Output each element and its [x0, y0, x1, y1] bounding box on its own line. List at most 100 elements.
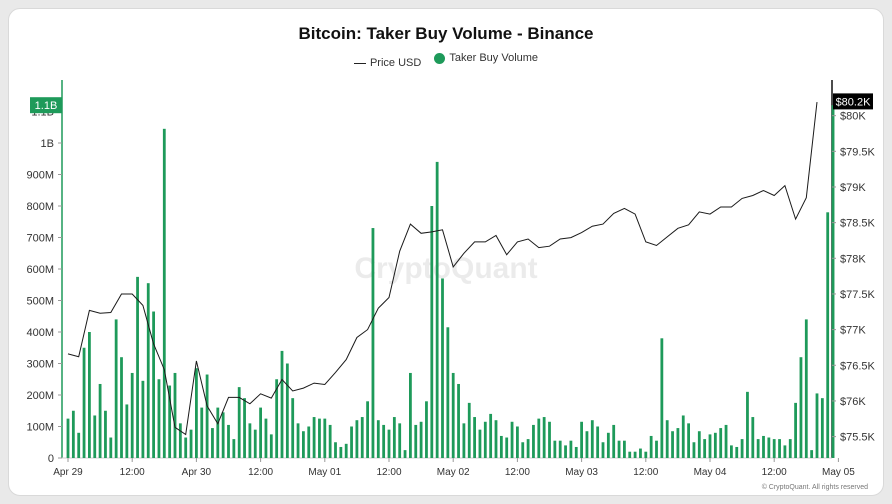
volume-bar [494, 420, 498, 458]
volume-bar [355, 420, 359, 458]
volume-bar [328, 424, 332, 458]
volume-bar [446, 327, 450, 458]
volume-bar [457, 383, 460, 458]
volume-bar [671, 431, 674, 458]
volume-bar [269, 434, 273, 458]
volume-bar [553, 440, 557, 458]
volume-bar [168, 385, 172, 458]
volume-bar [719, 428, 723, 458]
volume-bar [628, 451, 632, 458]
volume-bar [109, 437, 113, 458]
volume-bar [227, 424, 230, 458]
copyright-text: © CryptoQuant. All rights reserved [761, 484, 868, 491]
volume-bar [425, 401, 428, 458]
chart-title: Bitcoin: Taker Buy Volume - Binance [298, 24, 594, 43]
x-tick-label: 12:00 [505, 467, 530, 478]
legend-item-volume[interactable]: Taker Buy Volume [434, 52, 538, 64]
y-left-tick-label: 100M [26, 422, 54, 434]
volume-bar [291, 398, 295, 458]
x-tick-label: May 01 [308, 467, 341, 478]
volume-bar [762, 435, 765, 458]
y-right-tick-label: $77K [840, 325, 866, 337]
volume-bar [307, 426, 311, 458]
volume-bar [489, 413, 493, 458]
volume-bar [392, 417, 396, 458]
volume-bar [195, 368, 198, 458]
volume-bar [783, 445, 787, 458]
y-right-tick-label: $78K [840, 253, 866, 265]
volume-bar [136, 276, 139, 458]
y-right-value-badge [833, 93, 873, 110]
volume-bar [692, 442, 696, 458]
volume-bar [735, 446, 739, 458]
volume-bar [499, 435, 503, 458]
volume-bar [243, 398, 246, 458]
x-tick-label: 12:00 [633, 467, 658, 478]
volume-bar [746, 391, 749, 458]
volume-bar [285, 363, 289, 458]
volume-bar [708, 434, 712, 458]
volume-bar [788, 439, 792, 458]
price-line-swatch [353, 62, 366, 64]
volume-bar [473, 417, 476, 458]
volume-bar [687, 423, 690, 458]
volume-bar [403, 450, 407, 458]
volume-bar [323, 418, 327, 458]
volume-bar [275, 379, 279, 458]
y-right-tick-label: $77.5K [840, 289, 876, 301]
volume-bar [542, 417, 546, 458]
y-right-tick-label: $78.5K [840, 218, 876, 230]
volume-bar [756, 439, 760, 458]
volume-bar [804, 319, 808, 458]
volume-bar [574, 446, 578, 458]
volume-bar [141, 380, 145, 458]
volume-bar [344, 443, 348, 458]
volume-bar [312, 417, 316, 458]
volume-bar [66, 418, 70, 458]
volume-bar [778, 439, 781, 458]
volume-bar [98, 383, 102, 458]
volume-bar [505, 437, 509, 458]
volume-bar [435, 161, 439, 458]
volume-bar [280, 350, 284, 458]
volume-bar [724, 424, 728, 458]
y-left-tick-label: 300M [26, 359, 54, 371]
volume-bar [569, 440, 573, 458]
volume-bar [82, 347, 86, 458]
volume-bar [318, 418, 321, 458]
volume-bar [767, 437, 771, 458]
y-left-tick-label: 800M [26, 201, 54, 213]
volume-bar [713, 432, 717, 458]
x-tick-label: 12:00 [120, 467, 145, 478]
y-right-tick-label: $75.5K [840, 432, 876, 444]
legend-item-price[interactable]: Price USD [353, 57, 421, 69]
volume-bar [152, 311, 155, 458]
chart-legend: Price USD Taker Buy Volume [0, 52, 892, 69]
volume-bar [639, 448, 642, 458]
volume-bar [200, 407, 204, 458]
volume-bar [676, 428, 680, 458]
volume-bar [382, 424, 386, 458]
volume-bar [831, 105, 835, 458]
volume-bar [441, 278, 444, 458]
volume-bar [360, 417, 364, 458]
volume-bar [398, 423, 402, 458]
volume-bar [162, 128, 166, 458]
volume-bar [697, 431, 701, 458]
x-tick-label: 12:00 [248, 467, 273, 478]
volume-dot-swatch [434, 52, 446, 64]
volume-bar [623, 440, 626, 458]
volume-bar [510, 421, 514, 458]
volume-bar [521, 442, 525, 458]
volume-bar [483, 421, 487, 458]
volume-bar [296, 423, 300, 458]
volume-bar [88, 332, 91, 458]
volume-bar [810, 450, 814, 458]
volume-bar [794, 402, 797, 458]
volume-bar [430, 206, 434, 458]
volume-bar [211, 428, 214, 458]
y-left-tick-label: 700M [26, 233, 54, 245]
volume-bar [125, 404, 129, 458]
volume-bar [184, 437, 188, 458]
